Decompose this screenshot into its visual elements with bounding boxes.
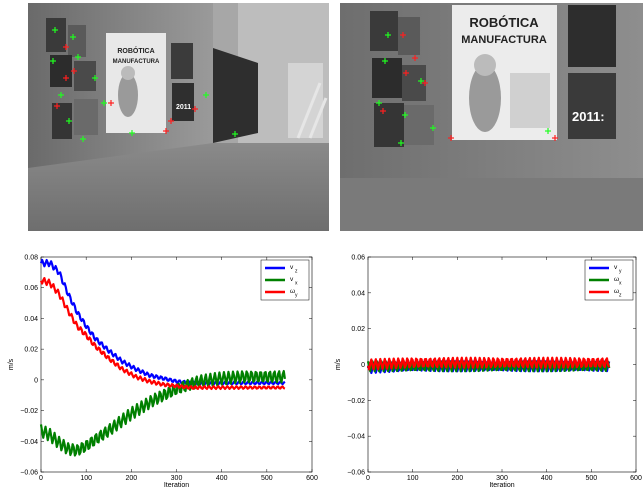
legend-entry-subscript: y (619, 269, 622, 275)
legend-entry-name: ω (614, 288, 619, 295)
x-axis-label: Iteration (489, 482, 514, 489)
chart-right: 0 100 200 300 400 500 600 −0.06 −0.04 −0.02 0 0.02 0… (335, 255, 642, 490)
y-tick-label: 0.06 (24, 285, 38, 292)
svg-text:2011: 2011 (176, 104, 191, 111)
series-line-ω-z (366, 356, 611, 371)
x-tick-label: 500 (585, 475, 597, 482)
y-tick-label: −0.02 (20, 408, 38, 415)
x-tick-label: 300 (496, 475, 508, 482)
svg-text:ROBÓTICA: ROBÓTICA (117, 46, 154, 55)
x-tick-label: 300 (171, 475, 183, 482)
y-tick-label: 0 (361, 362, 365, 369)
svg-text:MANUFACTURA: MANUFACTURA (113, 59, 160, 65)
y-tick-label: 0.08 (24, 255, 38, 262)
x-tick-label: 600 (306, 475, 318, 482)
legend-entry-subscript: x (619, 281, 622, 287)
svg-text:ROBÓTICA: ROBÓTICA (469, 15, 539, 30)
x-tick-label: 100 (80, 475, 92, 482)
legend-entry-name: v (290, 276, 294, 283)
x-tick-label: 400 (216, 475, 228, 482)
y-axis-label: m/s (335, 358, 342, 370)
y-axis-label: m/s (8, 358, 15, 370)
y-tick-label: −0.06 (347, 470, 365, 477)
legend-entry-subscript: z (619, 293, 622, 299)
y-tick-label: −0.04 (347, 434, 365, 441)
series-line-v-x (39, 369, 286, 457)
camera-image-left: ROBÓTICA MANUFACTURA 2011 (28, 3, 329, 231)
camera-image-right: ROBÓTICA MANUFACTURA 2011: (340, 3, 643, 231)
y-tick-label: 0.02 (24, 347, 38, 354)
y-tick-label: 0.04 (24, 316, 38, 323)
x-tick-label: 0 (39, 475, 43, 482)
legend-entry-name: ω (290, 288, 295, 295)
x-tick-label: 0 (366, 475, 370, 482)
magazine-stack-left (46, 18, 98, 139)
legend-entry-subscript: x (295, 281, 298, 287)
y-tick-label: 0.02 (351, 326, 365, 333)
legend-entry-name: ω (614, 276, 619, 283)
magazine-stack-right (370, 11, 434, 147)
x-tick-label: 500 (261, 475, 273, 482)
x-tick-label: 100 (407, 475, 419, 482)
robotica-poster-left: ROBÓTICA MANUFACTURA (106, 33, 166, 133)
y-tick-label: −0.04 (20, 439, 38, 446)
robotica-poster-right: ROBÓTICA MANUFACTURA (452, 5, 557, 140)
legend-entry-subscript: y (295, 293, 298, 299)
x-tick-label: 600 (630, 475, 642, 482)
y-tick-label: 0 (34, 377, 38, 384)
series-line-ω-y (39, 276, 286, 391)
y-tick-label: 0.06 (351, 255, 365, 262)
y-tick-label: −0.02 (347, 398, 365, 405)
y-tick-label: −0.06 (20, 470, 38, 477)
legend-entry-name: v (614, 264, 618, 271)
x-axis-label: Iteration (164, 482, 189, 489)
svg-text:MANUFACTURA: MANUFACTURA (461, 34, 547, 46)
chart-left: 0 100 200 300 400 500 600 −0.06 −0.04 −0.02 0 0.02 0… (8, 255, 318, 490)
magazines-far-right: 2011: (568, 5, 616, 139)
magazine-right-left: 2011 (171, 43, 194, 121)
legend-entry-subscript: z (295, 269, 298, 275)
x-tick-label: 400 (541, 475, 553, 482)
velocity-charts: 0 100 200 300 400 500 600 −0.06 −0.04 −0.02 0 0.02 0… (8, 255, 642, 490)
legend-entry-name: v (290, 264, 294, 271)
x-tick-label: 200 (125, 475, 137, 482)
svg-text:2011:: 2011: (572, 109, 605, 124)
x-tick-label: 200 (451, 475, 463, 482)
y-tick-label: 0.04 (351, 290, 365, 297)
